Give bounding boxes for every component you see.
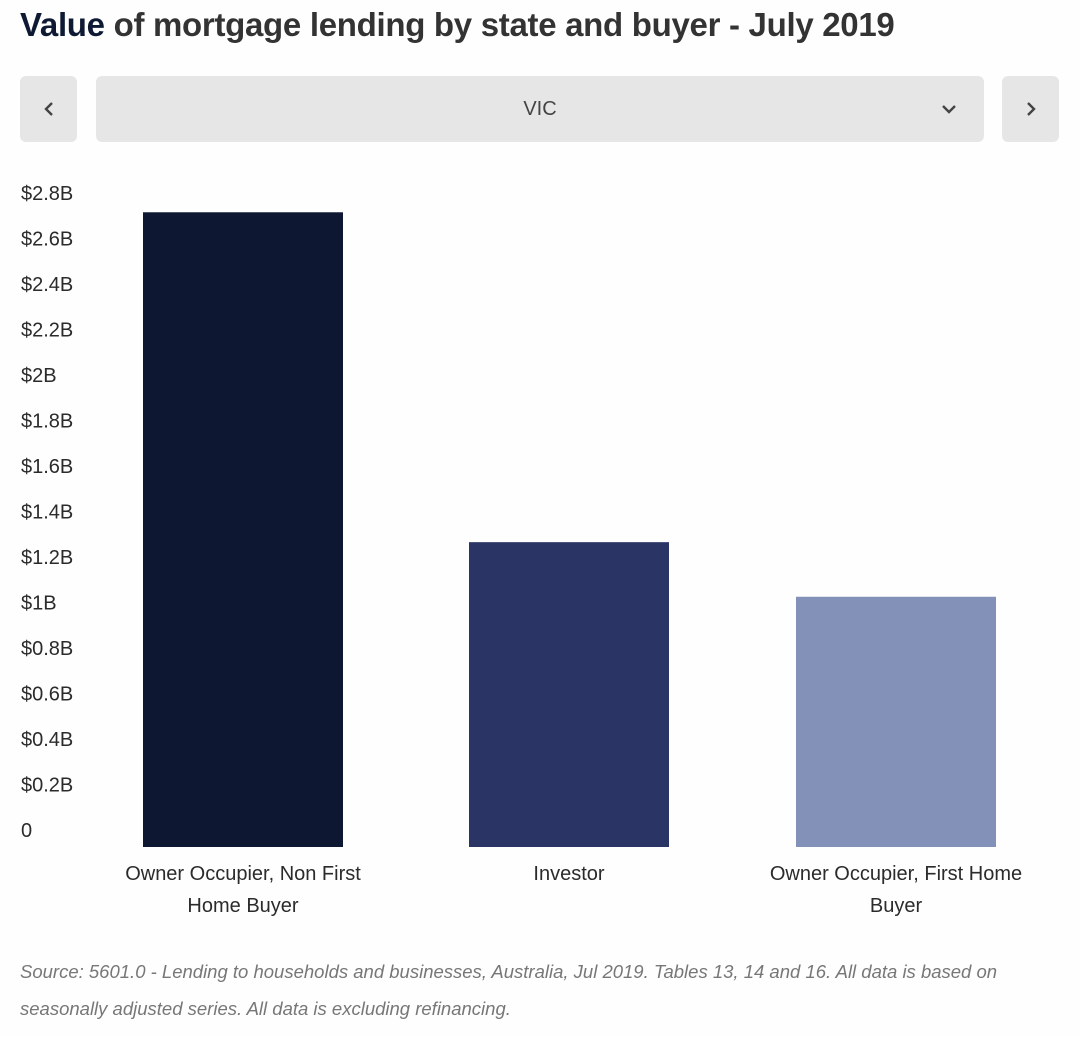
- y-tick-label: $0.4B: [21, 729, 73, 751]
- y-tick-label: $1.2B: [21, 547, 73, 569]
- chevron-down-icon: [942, 105, 956, 114]
- y-tick-label: $0.6B: [21, 684, 73, 706]
- x-tick-label: Owner Occupier, First Home: [770, 863, 1022, 885]
- y-tick-label: $0.8B: [21, 638, 73, 660]
- y-tick-label: $1.4B: [21, 502, 73, 524]
- source-note: Source: 5601.0 - Lending to households a…: [20, 961, 998, 1019]
- x-tick-label: Investor: [533, 863, 604, 885]
- bar-1[interactable]: Owner Occupier, Non First Home Buyer: [143, 212, 343, 847]
- y-tick-label: $1B: [21, 593, 57, 615]
- y-tick-label: $1.8B: [21, 411, 73, 433]
- y-tick-label: $2.4B: [21, 274, 73, 296]
- title-rest: of mortgage lending by state and buyer -…: [104, 6, 895, 43]
- y-tick-label: 0: [21, 820, 32, 842]
- y-tick-label: $2.8B: [21, 183, 73, 205]
- next-state-button[interactable]: [1002, 76, 1059, 142]
- x-tick-label: Owner Occupier, Non First: [125, 863, 361, 885]
- y-tick-label: $2B: [21, 365, 57, 387]
- state-dropdown-value: VIC: [523, 97, 557, 120]
- chevron-right-icon: [1026, 102, 1036, 116]
- bars: Owner Occupier, Non First Home Buyer Inve…: [143, 212, 996, 847]
- bar-2[interactable]: Investor: [469, 542, 669, 847]
- chevron-left-icon: [43, 102, 53, 116]
- bar-chart: 0 $0.2B $0.4B $0.6B $0.8B $1B $1.2B $1.4B $1.6B $…: [21, 183, 1022, 917]
- x-tick-label: Home Buyer: [187, 895, 298, 917]
- y-tick-label: $2.2B: [21, 320, 73, 342]
- previous-state-button[interactable]: [20, 76, 77, 142]
- bar-3[interactable]: Owner Occupier, First Home Buyer: [796, 596, 996, 847]
- title-accent: Value: [20, 6, 105, 43]
- y-tick-label: $2.6B: [21, 229, 73, 251]
- y-tick-label: $0.2B: [21, 775, 73, 797]
- x-axis: Owner Occupier, Non First Home Buyer Inves…: [125, 863, 1022, 917]
- y-axis: 0 $0.2B $0.4B $0.6B $0.8B $1B $1.2B $1.4B $1.6B $…: [21, 183, 73, 842]
- y-tick-label: $1.6B: [21, 456, 73, 478]
- x-tick-label: Buyer: [870, 895, 923, 917]
- page-title: Value of mortgage lending by state and b…: [20, 6, 895, 44]
- state-dropdown[interactable]: VIC: [96, 76, 984, 142]
